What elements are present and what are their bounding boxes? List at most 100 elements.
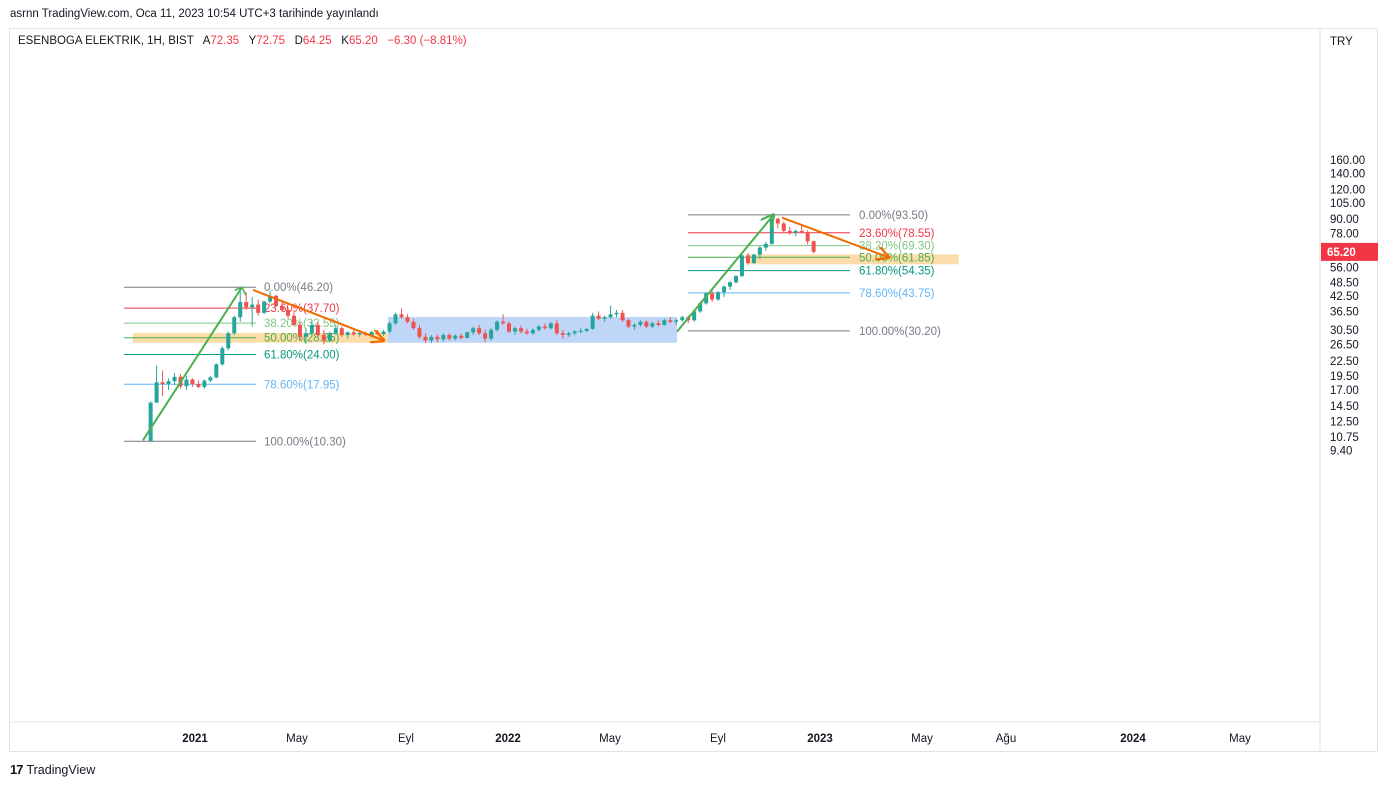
candle-body [483,333,488,339]
candle-56 [483,329,488,343]
candle-87 [668,317,673,324]
candle-4 [172,373,177,386]
legend-low-value: 64.25 [302,35,332,47]
candle-body [751,254,756,264]
candle-110 [805,230,810,245]
candle-111 [811,240,816,254]
candle-45 [417,324,422,339]
y-tick-label: 56.00 [1330,263,1359,275]
candle-body [160,382,165,384]
candle-16 [244,292,249,311]
candle-64 [530,328,535,336]
candle-23 [286,307,291,319]
candle-73 [584,328,589,333]
candle-84 [650,321,655,329]
candle-body [333,328,338,334]
candle-71 [572,329,577,336]
fib-label-0-0: 0.00%(46.20) [264,282,333,294]
candle-body [357,332,362,335]
candle-body [722,286,727,293]
candle-72 [578,328,583,334]
candle-86 [662,318,667,326]
candle-body [244,302,249,308]
candle-13 [226,331,231,351]
fib-label-1-5: 78.60%(43.75) [859,288,935,300]
candle-body [787,230,792,233]
candle-body [190,379,195,384]
candle-44 [411,318,416,330]
candle-body [620,312,625,321]
candle-body [512,328,517,332]
candle-body [495,321,500,330]
candle-body [453,335,458,339]
candle-body [757,247,762,255]
fib-label-0-4: 61.80%(24.00) [264,349,340,361]
candle-body [459,335,464,338]
candle-body [716,292,721,300]
candle-8 [196,380,201,389]
candle-body [417,328,422,337]
y-tick-label: 17.00 [1330,385,1359,397]
legend-high-label: Y [248,35,257,47]
y-tick-label: 14.50 [1330,401,1359,413]
candle-body [471,328,476,333]
candle-94 [710,289,715,303]
y-tick-label: 105.00 [1330,198,1365,210]
candle-body [184,379,189,387]
candle-body [524,331,529,334]
candle-48 [435,335,440,343]
candle-body [226,333,231,349]
tradingview-logo[interactable]: 17 TradingView [10,762,95,777]
candle-body [596,315,601,319]
candle-body [214,364,219,378]
x-tick-label: Eyl [398,733,414,745]
candle-body [805,232,810,242]
candle-31 [333,324,338,336]
candle-body [566,333,571,336]
candle-body [578,330,583,332]
candle-body [656,323,661,325]
y-tick-label: 30.50 [1330,325,1359,337]
candle-52 [459,333,464,340]
y-tick-label: 90.00 [1330,214,1359,226]
candle-43 [405,314,410,324]
candle-30 [327,331,332,343]
candle-body [387,323,392,332]
candle-body [704,293,709,304]
candle-75 [596,311,601,321]
fib-label-0-5: 78.60%(17.95) [264,379,340,391]
candle-15 [238,289,243,322]
legend-low-label: D [294,35,303,47]
candle-17 [250,297,255,327]
x-tick-label: May [1229,733,1251,745]
candle-76 [602,315,607,322]
candle-body [560,333,565,336]
candle-body [172,376,177,382]
zone-orange-0 [132,332,388,343]
y-tick-label: 12.50 [1330,416,1359,428]
candle-body [530,329,535,334]
candle-89 [680,315,685,322]
candle-67 [548,321,553,330]
candle-102 [757,246,762,259]
candle-body [435,336,440,340]
y-tick-label: 26.50 [1330,339,1359,351]
candle-body [781,223,786,231]
candle-body [799,230,804,233]
candle-46 [423,333,428,344]
y-tick-label: 78.00 [1330,229,1359,241]
candle-body [477,328,482,334]
candle-body [447,335,452,339]
legend-high-value: 72.75 [256,35,286,47]
y-tick-label: 10.75 [1330,432,1359,444]
trend-line-green-2 [676,215,773,333]
candle-body [202,380,207,387]
candle-106 [781,221,786,234]
candle-body [291,315,296,325]
candle-body [280,305,285,311]
y-tick-label: 160.00 [1330,155,1365,167]
candle-body [602,317,607,319]
candle-body [393,314,398,324]
candle-body [769,218,774,244]
